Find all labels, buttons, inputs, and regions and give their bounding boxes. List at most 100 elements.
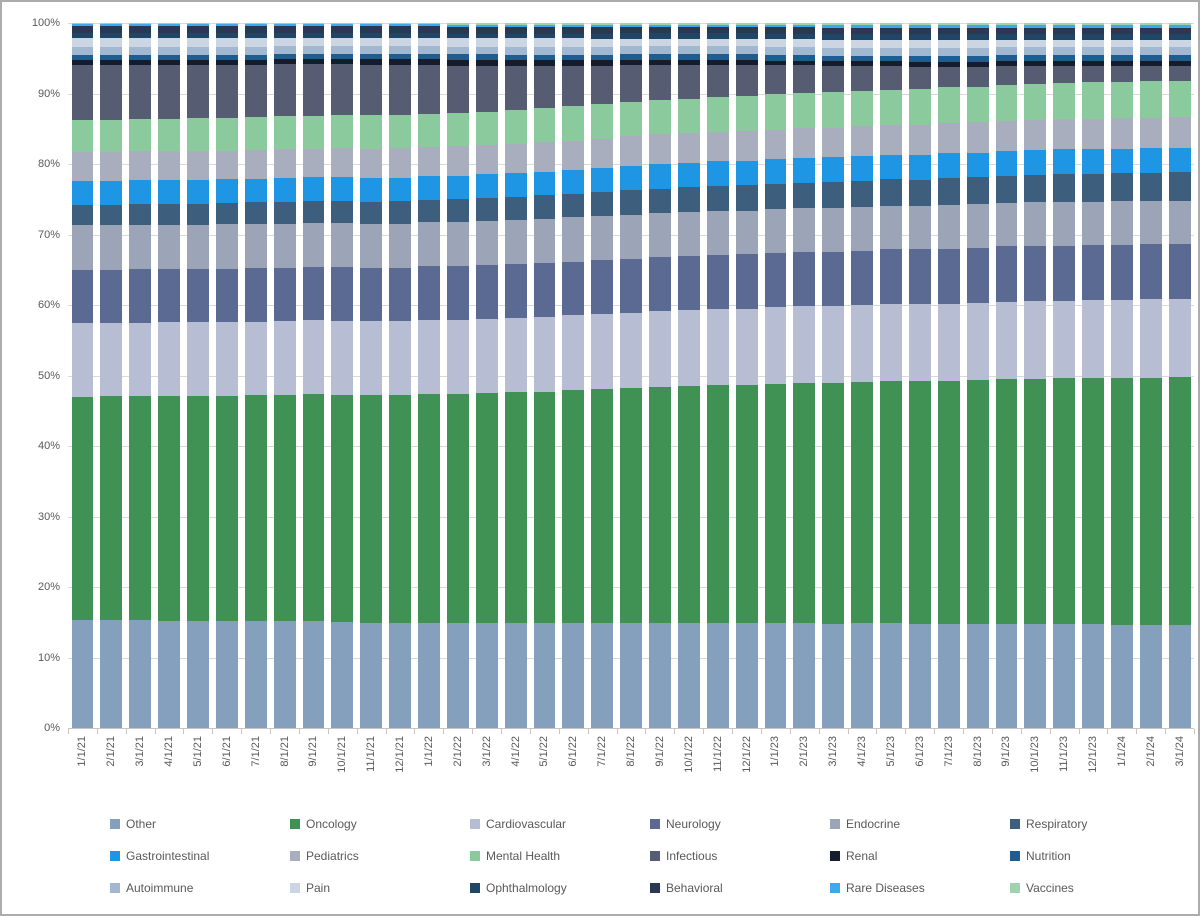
bar-segment-ophthalmology[interactable]	[446, 33, 469, 39]
bar-segment-ophthalmology[interactable]	[591, 33, 614, 39]
bar-segment-infectious[interactable]	[1024, 66, 1047, 84]
bar-segment-respiratory[interactable]	[533, 195, 556, 220]
bar-segment-pain[interactable]	[764, 39, 787, 48]
bar-segment-behavioral[interactable]	[244, 25, 267, 33]
bar-segment-neurology[interactable]	[100, 269, 123, 324]
bar-segment-cardiovascular[interactable]	[677, 309, 700, 387]
bar-segment-nutrition[interactable]	[302, 53, 325, 59]
bar-segment-behavioral[interactable]	[446, 26, 469, 34]
legend-item-other[interactable]: Other	[97, 813, 277, 835]
bar-segment-vaccines[interactable]	[851, 23, 873, 26]
bar-segment-respiratory[interactable]	[446, 199, 469, 223]
bar-segment-neurology[interactable]	[360, 267, 383, 322]
bar-segment-infectious[interactable]	[735, 64, 758, 96]
bar-segment-neurology[interactable]	[1082, 245, 1104, 301]
bar-11/1/21[interactable]	[360, 23, 383, 728]
bar-segment-neurology[interactable]	[966, 247, 989, 303]
bar-segment-neurology[interactable]	[677, 255, 700, 310]
bar-segment-autoimmune[interactable]	[562, 46, 585, 55]
bar-segment-infectious[interactable]	[360, 64, 383, 116]
bar-segment-mental-health[interactable]	[908, 88, 931, 125]
bar-segment-respiratory[interactable]	[187, 203, 209, 225]
bar-segment-pain[interactable]	[215, 37, 238, 47]
bar-4/1/22[interactable]	[504, 23, 527, 728]
bar-segment-cardiovascular[interactable]	[389, 321, 411, 396]
bar-segment-other[interactable]	[764, 622, 787, 728]
bar-segment-vaccines[interactable]	[1024, 23, 1047, 26]
bar-segment-endocrine[interactable]	[187, 224, 209, 269]
bar-segment-oncology[interactable]	[244, 395, 267, 622]
bar-segment-oncology[interactable]	[562, 390, 585, 624]
bar-segment-renal[interactable]	[475, 60, 498, 66]
bar-segment-endocrine[interactable]	[533, 219, 556, 264]
bar-segment-pediatrics[interactable]	[1168, 117, 1191, 148]
bar-segment-rare-diseases[interactable]	[620, 24, 642, 27]
bar-segment-cardiovascular[interactable]	[244, 321, 267, 396]
bar-segment-ophthalmology[interactable]	[158, 32, 180, 38]
legend-item-infectious[interactable]: Infectious	[637, 845, 817, 867]
bar-segment-gastrointestinal[interactable]	[966, 152, 989, 178]
bar-segment-cardiovascular[interactable]	[1053, 300, 1076, 379]
bar-segment-ophthalmology[interactable]	[620, 32, 642, 39]
bar-segment-pediatrics[interactable]	[244, 149, 267, 179]
bar-segment-nutrition[interactable]	[71, 54, 94, 60]
bar-segment-endocrine[interactable]	[793, 208, 816, 252]
bar-segment-renal[interactable]	[533, 60, 556, 66]
bar-segment-autoimmune[interactable]	[331, 46, 354, 54]
bar-segment-autoimmune[interactable]	[187, 46, 209, 55]
bar-segment-endocrine[interactable]	[360, 223, 383, 268]
bar-segment-mental-health[interactable]	[822, 92, 845, 128]
bar-segment-renal[interactable]	[995, 61, 1018, 67]
bar-segment-rare-diseases[interactable]	[793, 24, 816, 28]
bar-segment-cardiovascular[interactable]	[562, 315, 585, 391]
bar-segment-behavioral[interactable]	[389, 25, 411, 33]
bar-segment-renal[interactable]	[504, 60, 527, 66]
bar-segment-rare-diseases[interactable]	[1139, 25, 1162, 29]
bar-segment-nutrition[interactable]	[1168, 54, 1191, 62]
bar-segment-nutrition[interactable]	[562, 54, 585, 61]
bar-10/1/22[interactable]	[677, 23, 700, 728]
bar-segment-pain[interactable]	[504, 38, 527, 47]
bar-segment-vaccines[interactable]	[706, 23, 729, 25]
bar-segment-behavioral[interactable]	[504, 26, 527, 34]
bar-segment-infectious[interactable]	[677, 64, 700, 99]
bar-segment-neurology[interactable]	[995, 246, 1018, 302]
bar-segment-ophthalmology[interactable]	[1168, 34, 1191, 41]
bar-segment-oncology[interactable]	[1168, 377, 1191, 626]
bar-segment-other[interactable]	[273, 621, 296, 728]
bar-segment-endocrine[interactable]	[302, 222, 325, 268]
bar-segment-renal[interactable]	[187, 59, 209, 66]
bar-segment-pediatrics[interactable]	[620, 136, 642, 166]
bar-segment-ophthalmology[interactable]	[851, 34, 873, 41]
bar-segment-ophthalmology[interactable]	[649, 32, 671, 39]
bar-segment-ophthalmology[interactable]	[360, 32, 383, 38]
bar-segment-oncology[interactable]	[1053, 378, 1076, 625]
bar-segment-endocrine[interactable]	[158, 224, 180, 270]
bar-segment-vaccines[interactable]	[302, 23, 325, 24]
bar-segment-behavioral[interactable]	[995, 28, 1018, 35]
legend-item-endocrine[interactable]: Endocrine	[817, 813, 997, 835]
bar-segment-renal[interactable]	[620, 59, 642, 65]
bar-segment-behavioral[interactable]	[937, 28, 960, 35]
bar-segment-other[interactable]	[100, 620, 123, 728]
bar-2/1/22[interactable]	[446, 23, 469, 728]
bar-segment-infectious[interactable]	[706, 64, 729, 98]
legend-item-autoimmune[interactable]: Autoimmune	[97, 877, 277, 899]
bar-segment-pain[interactable]	[244, 37, 267, 47]
bar-segment-autoimmune[interactable]	[302, 46, 325, 54]
bar-segment-cardiovascular[interactable]	[706, 308, 729, 386]
bar-segment-neurology[interactable]	[1111, 244, 1133, 300]
bar-segment-autoimmune[interactable]	[1024, 47, 1047, 55]
bar-segment-ophthalmology[interactable]	[1082, 34, 1104, 41]
bar-segment-gastrointestinal[interactable]	[822, 157, 845, 182]
bar-segment-renal[interactable]	[215, 59, 238, 66]
bar-segment-cardiovascular[interactable]	[1111, 299, 1133, 378]
bar-segment-autoimmune[interactable]	[418, 46, 440, 54]
bar-segment-oncology[interactable]	[360, 395, 383, 623]
bar-segment-gastrointestinal[interactable]	[1168, 147, 1191, 173]
bar-segment-ophthalmology[interactable]	[129, 32, 152, 38]
bar-segment-renal[interactable]	[129, 59, 152, 66]
bar-segment-cardiovascular[interactable]	[187, 322, 209, 396]
bar-segment-renal[interactable]	[1139, 61, 1162, 67]
bar-segment-nutrition[interactable]	[822, 55, 845, 62]
